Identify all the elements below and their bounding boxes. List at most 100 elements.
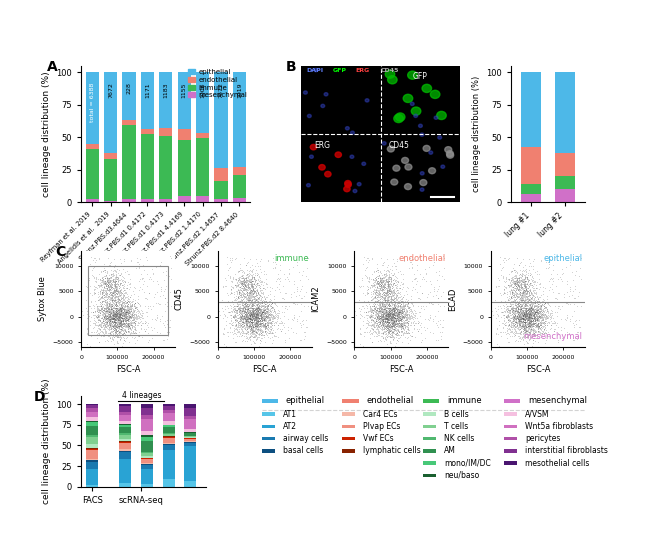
Point <box>134 286 144 295</box>
Point <box>526 309 537 318</box>
Point <box>240 295 251 304</box>
Point <box>89 285 99 294</box>
Point <box>250 287 261 296</box>
Point <box>265 313 275 322</box>
Point <box>250 295 260 304</box>
Point <box>521 323 532 331</box>
Point <box>97 304 107 313</box>
Point <box>521 322 532 331</box>
Point <box>509 309 519 317</box>
Point <box>105 310 115 318</box>
Point <box>498 272 508 281</box>
Point <box>523 323 533 332</box>
Point <box>525 259 536 267</box>
Point <box>400 321 410 330</box>
Point <box>377 297 387 306</box>
Point <box>125 313 136 322</box>
Point <box>541 310 551 319</box>
Point <box>383 297 393 306</box>
Point <box>438 323 448 332</box>
Point <box>254 307 264 316</box>
Point <box>383 310 393 318</box>
Point <box>389 312 399 321</box>
Point <box>164 316 175 325</box>
Point <box>99 307 110 316</box>
Point <box>107 276 117 284</box>
Point <box>245 311 255 320</box>
Point <box>264 311 274 320</box>
Point <box>239 305 250 314</box>
Point <box>404 313 415 322</box>
Point <box>375 314 385 323</box>
Point <box>526 278 536 287</box>
Point <box>540 303 551 312</box>
Point <box>367 323 378 332</box>
Point <box>241 289 252 298</box>
Point <box>520 272 530 281</box>
Point <box>382 315 392 324</box>
Point <box>266 306 277 315</box>
Point <box>272 301 282 310</box>
Point <box>517 311 528 319</box>
Point <box>266 304 276 313</box>
Point <box>248 317 258 326</box>
Point <box>115 313 125 322</box>
Point <box>232 301 242 310</box>
Text: mesothelial cells: mesothelial cells <box>525 459 590 468</box>
Point <box>381 295 391 304</box>
Point <box>133 298 144 307</box>
Point <box>266 325 276 334</box>
Point <box>81 295 91 304</box>
Point <box>97 292 107 300</box>
Point <box>570 281 580 290</box>
Point <box>121 317 131 326</box>
Point <box>98 297 108 306</box>
Point <box>393 319 404 328</box>
Point <box>395 312 405 321</box>
Point <box>551 270 562 279</box>
Point <box>108 315 118 323</box>
Point <box>523 309 533 318</box>
Point <box>535 312 545 321</box>
Point <box>261 328 272 337</box>
Point <box>111 321 121 329</box>
Point <box>526 319 537 328</box>
Point <box>260 319 270 328</box>
Point <box>108 322 118 331</box>
Point <box>373 278 384 287</box>
Point <box>384 274 394 282</box>
Point <box>401 296 411 305</box>
Point <box>503 329 514 337</box>
Point <box>253 307 263 316</box>
Point <box>263 325 273 334</box>
Point <box>243 295 254 304</box>
Point <box>114 283 124 292</box>
Point <box>379 271 389 280</box>
Point <box>244 311 255 320</box>
Point <box>374 280 385 288</box>
Point <box>246 308 256 317</box>
Point <box>245 312 255 321</box>
Point <box>114 296 125 305</box>
Point <box>372 315 383 324</box>
Point <box>375 272 385 281</box>
Point <box>359 328 370 336</box>
Point <box>244 269 255 278</box>
Point <box>118 290 128 299</box>
Point <box>373 306 384 315</box>
Point <box>387 328 397 336</box>
Point <box>388 328 398 336</box>
Point <box>236 321 246 330</box>
Point <box>259 305 270 314</box>
Point <box>111 320 122 329</box>
Point <box>249 327 259 335</box>
Point <box>521 330 532 339</box>
Point <box>398 312 409 321</box>
Point <box>367 321 378 329</box>
Point <box>384 305 395 314</box>
Point <box>367 283 378 292</box>
Point <box>520 328 530 337</box>
Point <box>387 307 397 316</box>
Point <box>532 307 542 316</box>
Point <box>416 337 426 346</box>
